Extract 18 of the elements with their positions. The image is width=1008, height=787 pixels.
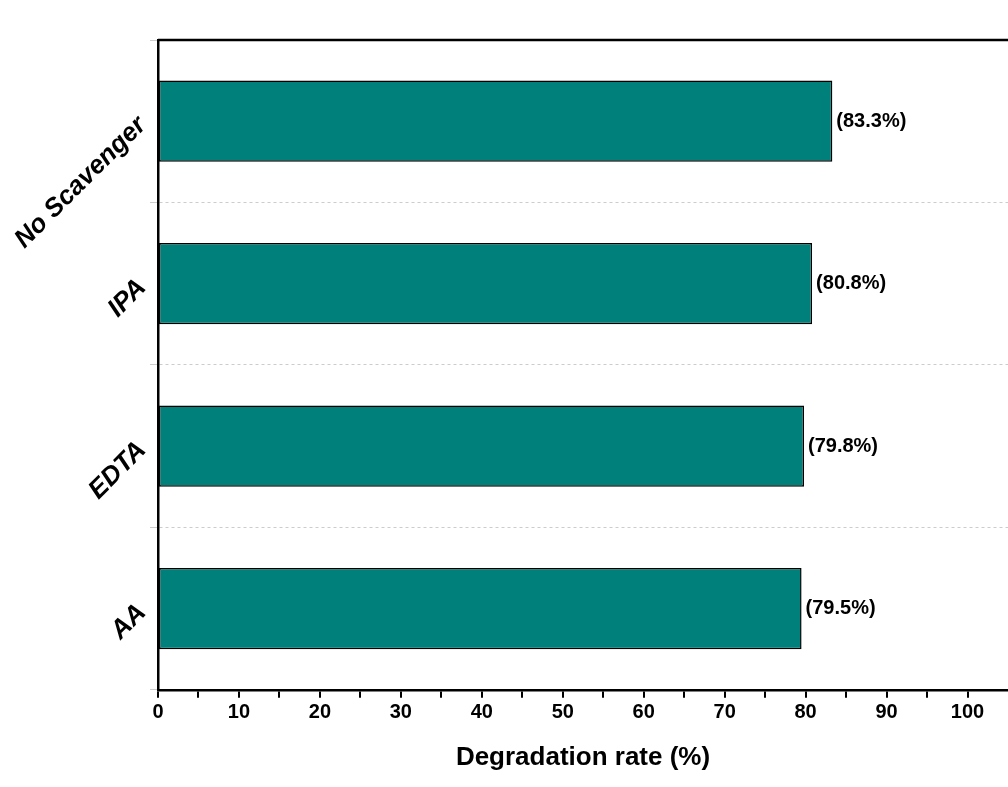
x-tick-label: 100 — [950, 700, 985, 723]
y-tick-label: AA — [102, 596, 152, 646]
x-tick-label: 40 — [470, 700, 493, 723]
x-tick-label: 70 — [713, 700, 736, 723]
x-tick-label: 0 — [152, 700, 164, 723]
x-tick-label: 80 — [794, 700, 817, 723]
x-tick-label: 60 — [632, 700, 655, 723]
data-label: (83.3%) — [836, 108, 907, 131]
data-label: (80.8%) — [816, 271, 887, 294]
x-tick-label: 10 — [227, 700, 251, 723]
x-tick-label: 50 — [551, 700, 574, 723]
x-tick-label: 90 — [875, 700, 898, 723]
y-tick-label: IPA — [100, 271, 152, 323]
x-axis-title: Degradation rate (%) — [455, 740, 711, 771]
data-label: (79.5%) — [805, 596, 876, 619]
data-label: (79.8%) — [808, 433, 879, 456]
x-tick-label: 30 — [389, 700, 412, 723]
x-tick-label: 20 — [308, 700, 332, 723]
